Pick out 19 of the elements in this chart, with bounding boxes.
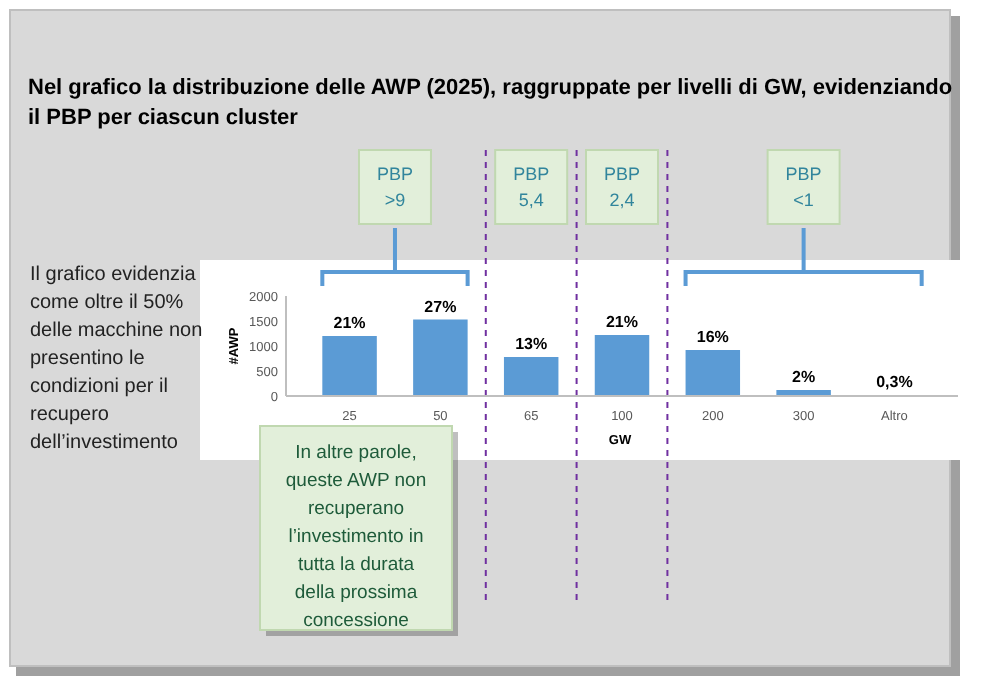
bar <box>322 336 377 396</box>
annotation: 0,3% <box>876 373 913 391</box>
annotation: 21% <box>605 313 639 331</box>
annotation: 13% <box>515 335 548 353</box>
bar <box>594 335 650 396</box>
annotation: 21% <box>333 314 366 332</box>
text: Il grafico evidenzia come oltre il 50% delle macchine non presentino le condizioni per il recupero dell’investimento <box>30 264 203 454</box>
annotation: 2% <box>792 368 816 386</box>
text: PBP >9 <box>376 164 413 210</box>
text: PBP 2,4 <box>603 164 641 210</box>
bar <box>685 350 741 396</box>
text: PBP <1 <box>785 164 822 210</box>
bar <box>503 357 559 396</box>
text: PBP 5,4 <box>513 164 550 210</box>
annotation: 16% <box>696 328 729 346</box>
bar <box>413 319 468 396</box>
annotation: 27% <box>424 297 457 316</box>
chart-title: Nel grafico la distribuzione delle AWP (2025), raggruppate per livelli di GW, evidenziando il PBP per ciascun cluster <box>28 76 953 130</box>
text: In altre parole, queste AWP non recuperano l’investimento in tutta la durata della prossima concessione <box>285 442 427 632</box>
